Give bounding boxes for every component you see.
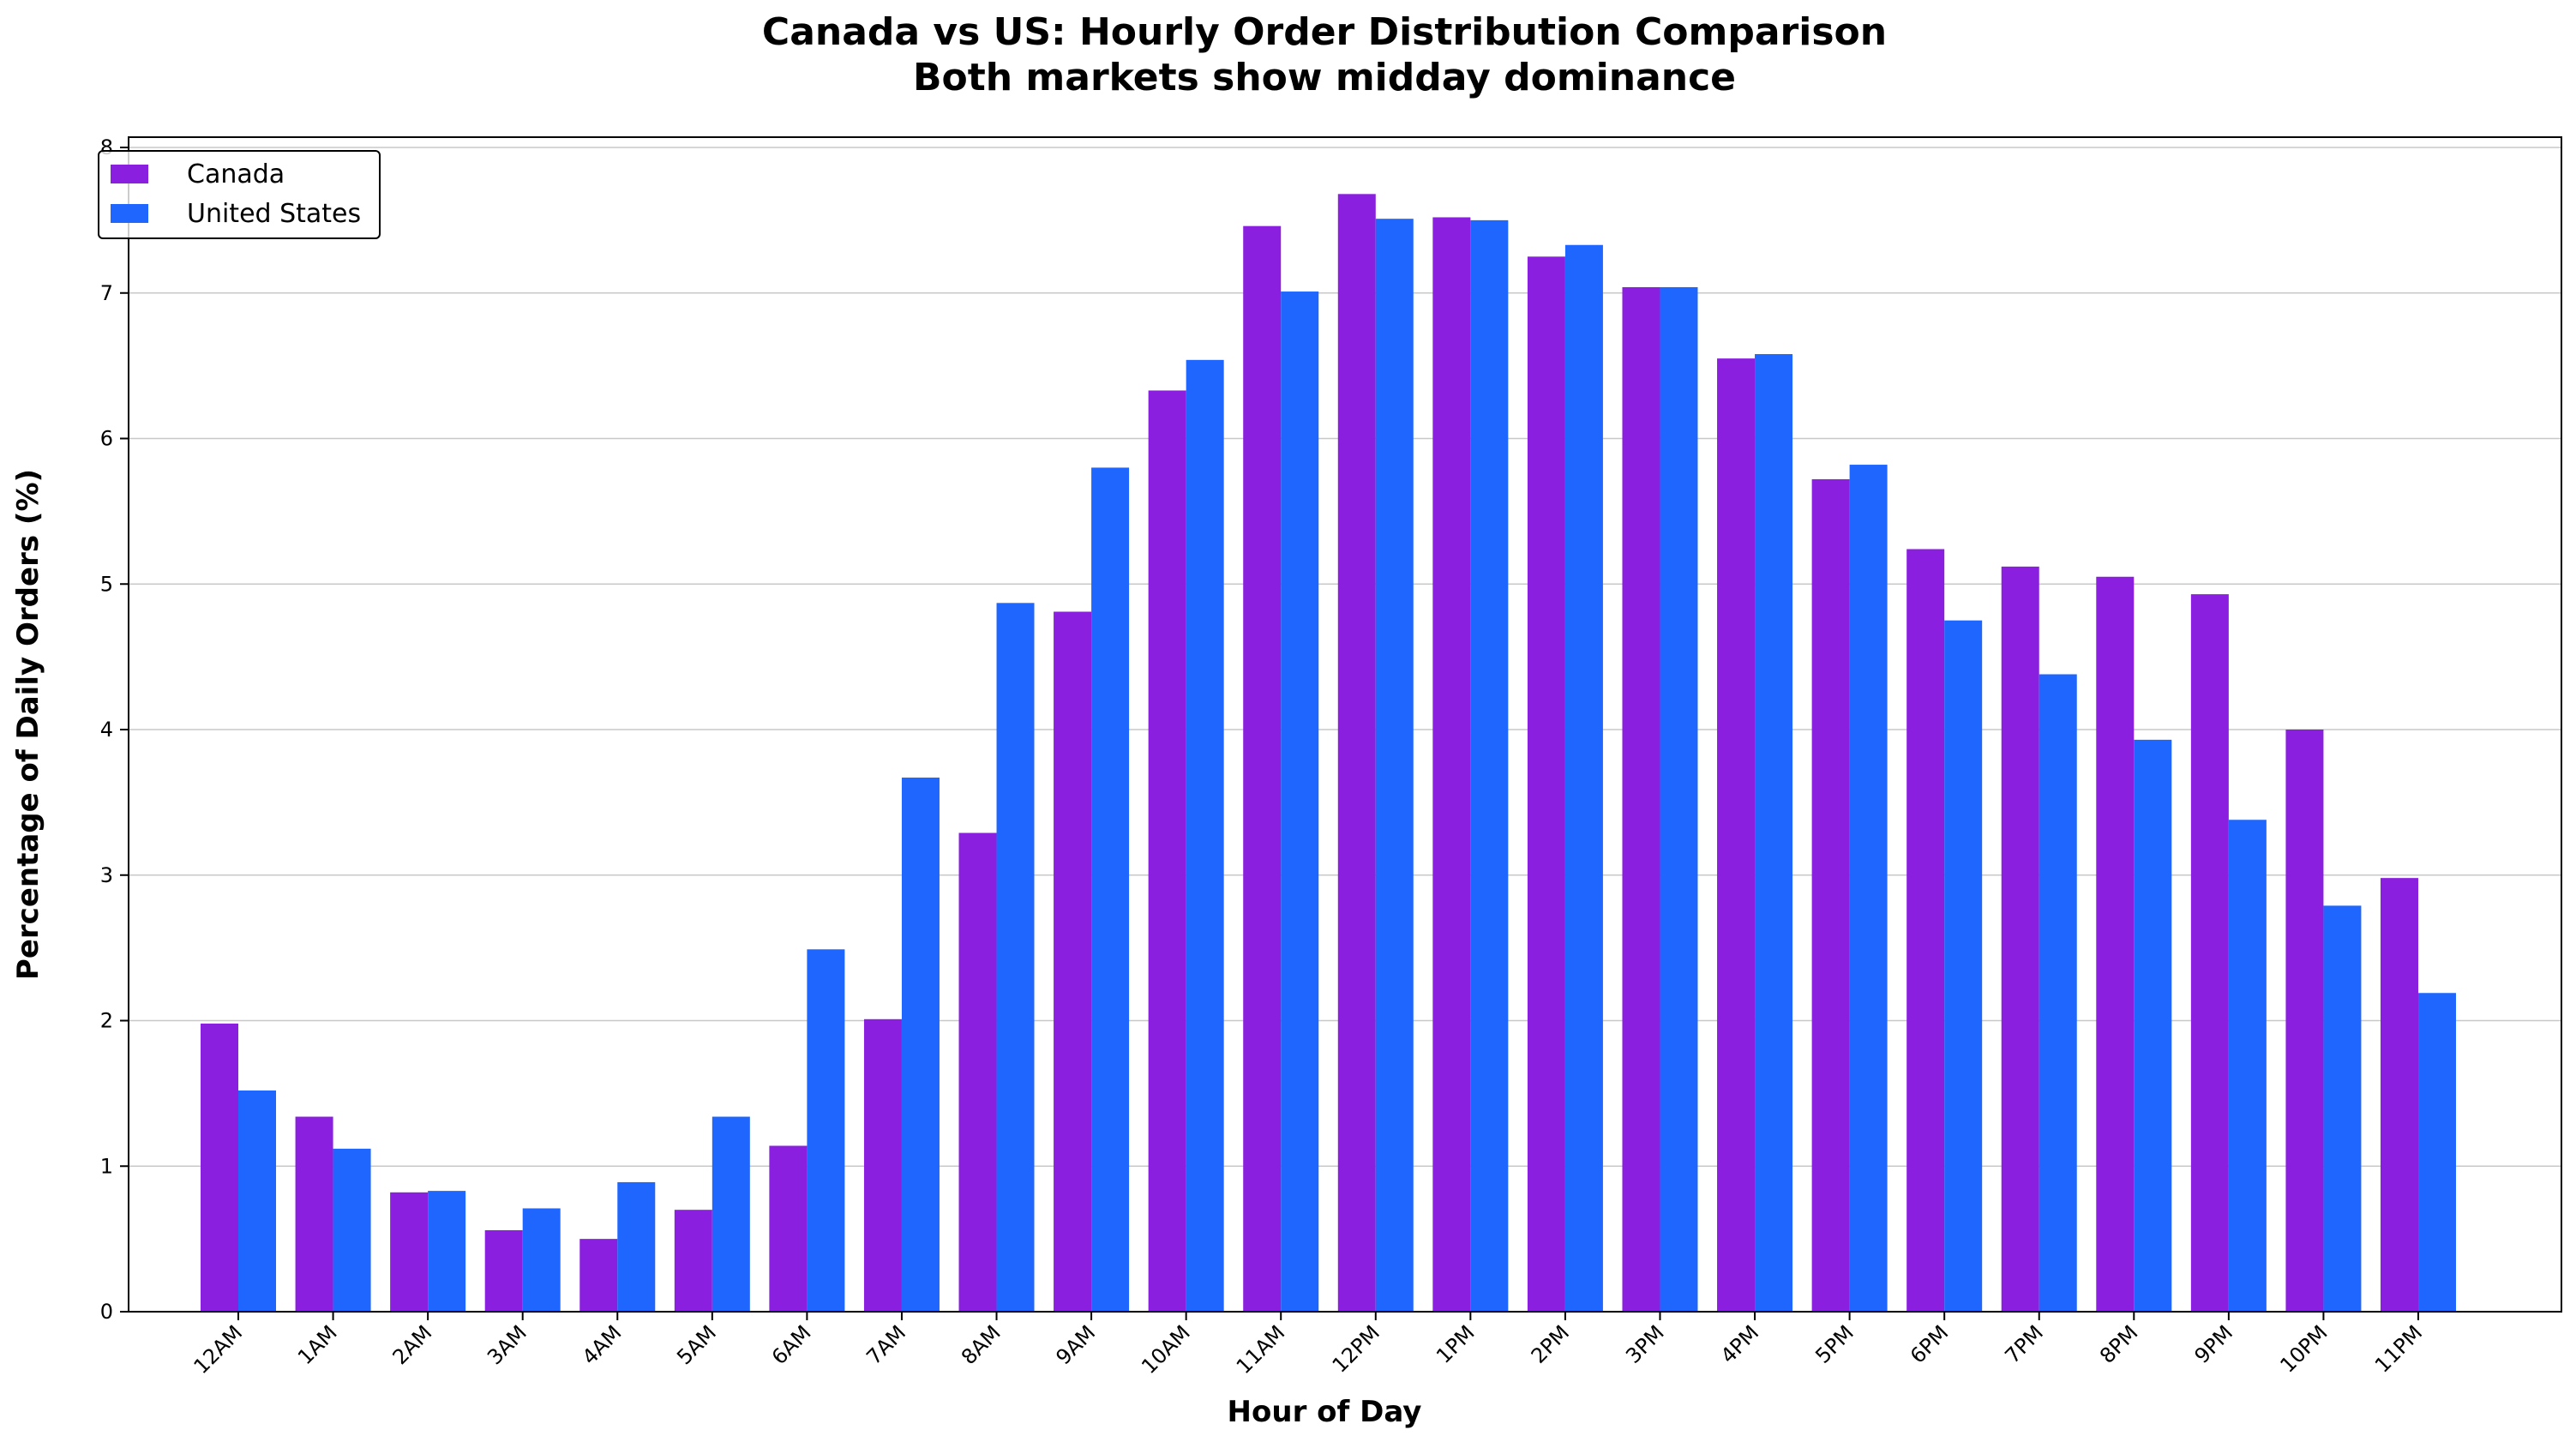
bar-us-7am (901, 778, 940, 1312)
bar-canada-11pm (2381, 878, 2418, 1312)
bar-us-5am (712, 1116, 750, 1312)
bar-canada-4pm (1717, 358, 1756, 1313)
bar-us-2pm (1564, 244, 1603, 1312)
bar-canada-5pm (1811, 479, 1850, 1312)
y-tick-label: 3 (100, 863, 113, 887)
x-tick-label: 4PM (1716, 1320, 1763, 1367)
bar-us-4am (617, 1181, 656, 1312)
bar-us-4pm (1755, 354, 1793, 1312)
bar-us-3pm (1660, 286, 1698, 1313)
bar-canada-12pm (1337, 194, 1376, 1312)
bar-canada-9pm (2190, 594, 2229, 1312)
bar-us-5pm (1849, 465, 1888, 1312)
bar-canada-3pm (1622, 286, 1660, 1313)
legend: Canada United States (98, 150, 381, 239)
bar-canada-8am (958, 832, 997, 1312)
bar-us-11pm (2418, 993, 2456, 1312)
bar-canada-2am (390, 1192, 429, 1312)
bar-us-1pm (1470, 219, 1509, 1312)
bar-us-10am (1186, 359, 1224, 1313)
x-tick-label: 10PM (2275, 1320, 2332, 1377)
x-tick-label: 5AM (672, 1320, 721, 1369)
legend-box (98, 150, 381, 239)
x-tick-label: 11PM (2370, 1320, 2427, 1377)
y-tick-label: 4 (100, 718, 113, 742)
legend-label-canada: Canada (187, 159, 285, 189)
y-tick-label: 2 (100, 1009, 113, 1033)
x-tick-label: 6PM (1906, 1320, 1953, 1367)
bar-us-2am (428, 1191, 466, 1312)
bar-canada-9am (1054, 611, 1092, 1312)
bar-canada-7am (863, 1018, 902, 1312)
bar-canada-10am (1148, 390, 1186, 1312)
bar-us-1am (333, 1148, 371, 1312)
bar-canada-1am (295, 1116, 333, 1312)
x-tick-label: 1AM (293, 1320, 342, 1369)
chart-subtitle: Both markets show midday dominance (913, 56, 1736, 99)
x-tick-label: 12PM (1328, 1320, 1384, 1377)
legend-swatch-canada (111, 165, 148, 183)
x-tick-label: 9PM (2190, 1320, 2237, 1367)
bar-us-7pm (2039, 674, 2077, 1312)
bar-canada-10pm (2285, 730, 2324, 1312)
x-tick-label: 12AM (189, 1320, 248, 1379)
x-tick-label: 7PM (2001, 1320, 2048, 1367)
x-tick-label: 10AM (1137, 1320, 1195, 1379)
bar-us-11am (1281, 291, 1319, 1312)
legend-label-us: United States (187, 199, 361, 229)
bar-us-6am (807, 949, 845, 1312)
x-tick-label: 5PM (1810, 1320, 1858, 1367)
chart-title: Canada vs US: Hourly Order Distribution … (762, 10, 1887, 54)
x-tick-label: 3AM (483, 1320, 531, 1369)
bar-canada-6am (769, 1145, 808, 1312)
bar-canada-5am (674, 1210, 712, 1312)
x-axis: 12AM 1AM 2AM 3AM 4AM 5AM 6AM 7AM 8AM 9AM 10AM 11AM 1… (189, 1312, 2427, 1379)
x-tick-label: 9AM (1051, 1320, 1100, 1369)
x-tick-label: 2PM (1527, 1320, 1574, 1367)
bar-canada-12am (201, 1023, 238, 1312)
bar-us-12am (238, 1090, 276, 1312)
bar-canada-6pm (1906, 549, 1945, 1312)
x-tick-label: 4AM (578, 1320, 627, 1369)
bar-us-3am (522, 1208, 561, 1312)
x-tick-label: 2AM (388, 1320, 437, 1369)
x-axis-label: Hour of Day (1228, 1395, 1422, 1429)
bar-us-10pm (2323, 905, 2362, 1312)
bar-us-6pm (1944, 620, 1983, 1312)
bar-canada-4am (579, 1239, 618, 1312)
bar-us-9am (1091, 467, 1130, 1312)
x-tick-label: 1PM (1432, 1320, 1479, 1367)
bar-us-8pm (2134, 739, 2172, 1312)
bar-canada-2pm (1527, 256, 1565, 1312)
bar-us-12pm (1375, 219, 1414, 1313)
y-tick-label: 6 (100, 427, 113, 451)
x-tick-label: 8AM (957, 1320, 1006, 1369)
y-axis-label: Percentage of Daily Orders (%) (11, 469, 45, 980)
bar-canada-8pm (2096, 576, 2135, 1312)
x-tick-label: 8PM (2095, 1320, 2142, 1367)
y-tick-label: 0 (100, 1300, 113, 1324)
bar-canada-3am (484, 1229, 523, 1312)
bar-canada-7pm (2001, 566, 2039, 1312)
plot-frame (128, 136, 2562, 1313)
x-tick-label: 7AM (862, 1320, 910, 1369)
bar-canada-11am (1243, 225, 1282, 1312)
x-tick-label: 6AM (767, 1320, 816, 1369)
x-tick-label: 11AM (1232, 1320, 1290, 1379)
bars (201, 194, 2456, 1313)
bar-canada-1pm (1432, 217, 1471, 1313)
x-tick-label: 3PM (1621, 1320, 1668, 1367)
y-tick-label: 7 (100, 281, 113, 305)
legend-swatch-us (111, 204, 148, 223)
y-tick-label: 1 (100, 1154, 113, 1178)
bar-us-8am (996, 603, 1035, 1312)
y-tick-label: 5 (100, 572, 113, 596)
bar-us-9pm (2228, 820, 2267, 1312)
